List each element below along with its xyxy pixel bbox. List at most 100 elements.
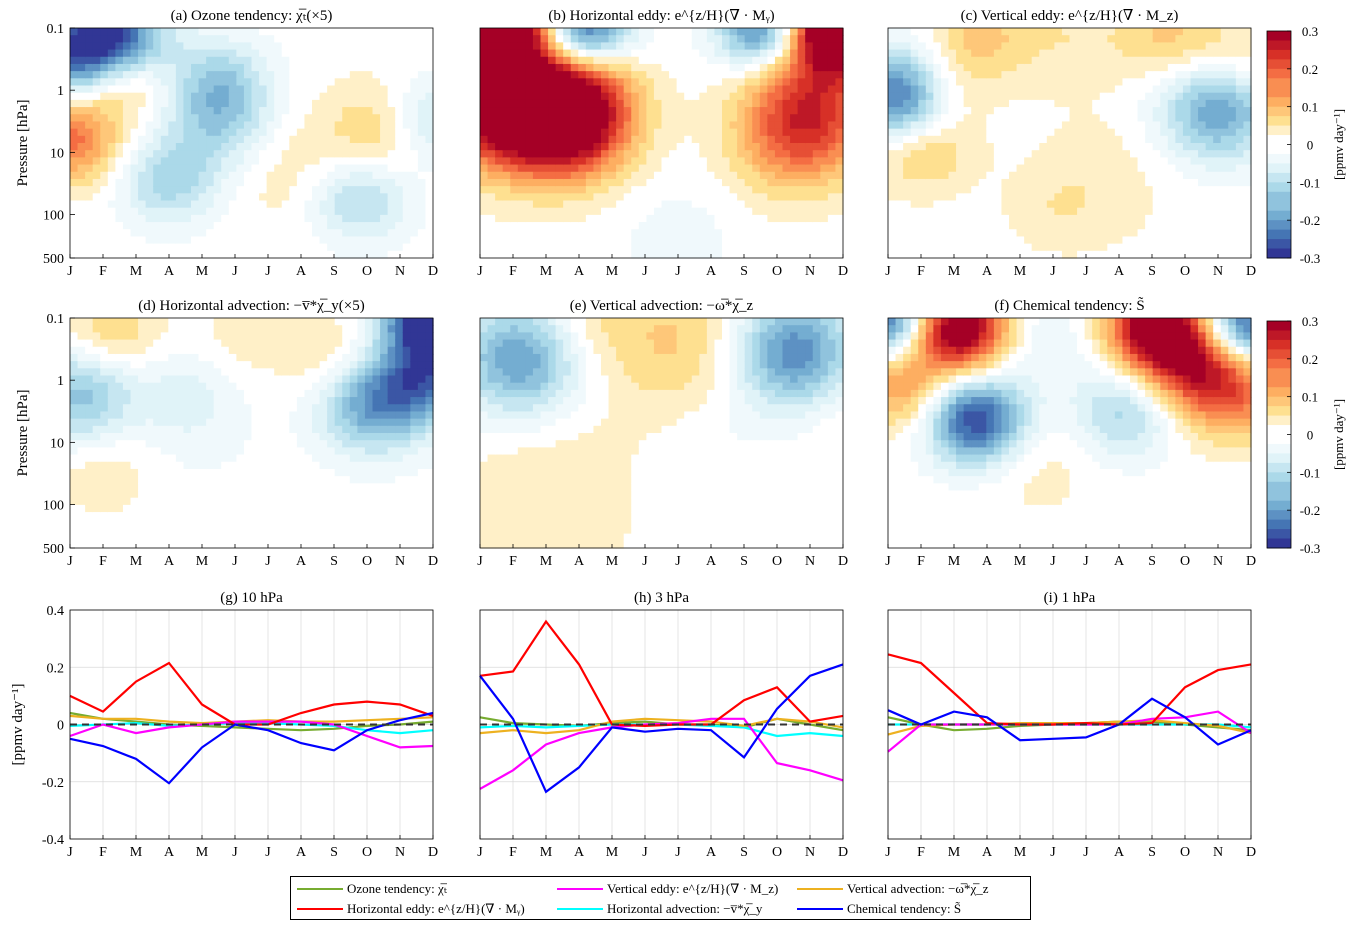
heatmap-cell	[691, 56, 700, 65]
heatmap-cell	[918, 157, 927, 166]
heatmap-cell	[895, 63, 904, 72]
heatmap-cell	[525, 207, 534, 216]
heatmap-cell	[425, 99, 434, 108]
heatmap-cell	[1243, 150, 1252, 158]
heatmap-cell	[327, 171, 336, 180]
heatmap-cell	[77, 418, 86, 427]
heatmap-cell	[191, 92, 200, 101]
heatmap-cell	[1190, 92, 1199, 101]
heatmap-cell	[357, 135, 366, 144]
heatmap-cell	[327, 229, 336, 238]
heatmap-cell	[304, 171, 313, 180]
heatmap-cell	[410, 193, 419, 202]
heatmap-cell	[971, 178, 980, 187]
heatmap-cell	[1167, 63, 1176, 72]
heatmap-cell	[653, 186, 663, 194]
heatmap-cell	[918, 229, 927, 238]
heatmap-cell	[1046, 121, 1055, 130]
heatmap-cell	[221, 250, 230, 259]
heatmap-cell	[304, 143, 313, 151]
heatmap-cell	[77, 490, 86, 499]
heatmap-cell	[312, 28, 321, 36]
heatmap-cell	[410, 85, 419, 94]
heatmap-cell	[729, 128, 738, 137]
heatmap-cell	[480, 171, 489, 180]
heatmap-cell	[555, 135, 564, 144]
heatmap-cell	[70, 404, 79, 413]
heatmap-cell	[70, 150, 79, 158]
heatmap-cell	[1031, 92, 1040, 101]
heatmap-cell	[744, 193, 753, 202]
heatmap-cell	[77, 519, 86, 528]
heatmap-cell	[729, 222, 738, 230]
heatmap-cell	[183, 178, 192, 187]
heatmap-cell	[243, 171, 253, 180]
heatmap-cell	[1054, 56, 1063, 65]
heatmap-cell	[259, 150, 268, 158]
heatmap-cell	[820, 178, 829, 187]
heatmap-cell	[646, 186, 655, 194]
heatmap-cell	[722, 207, 731, 216]
heatmap-cell	[925, 28, 934, 36]
heatmap-cell	[107, 229, 116, 238]
heatmap-cell	[699, 92, 708, 101]
heatmap-cell	[153, 85, 162, 94]
heatmap-cell	[206, 114, 215, 123]
heatmap-cell	[812, 157, 821, 166]
heatmap-cell	[540, 222, 549, 230]
heatmap-cell	[548, 42, 557, 51]
heatmap-cell	[925, 56, 934, 65]
heatmap-cell	[910, 222, 919, 230]
heatmap-cell	[1046, 207, 1055, 216]
heatmap-cell	[812, 42, 821, 51]
heatmap-cell	[92, 339, 101, 348]
heatmap-cell	[487, 56, 496, 65]
heatmap-cell	[903, 85, 912, 94]
heatmap-cell	[820, 42, 829, 51]
heatmap-cell	[266, 222, 275, 230]
heatmap-cell	[236, 214, 245, 223]
heatmap-cell	[1243, 193, 1252, 202]
heatmap-cell	[661, 28, 670, 36]
heatmap-cell	[92, 85, 101, 94]
heatmap-cell	[1069, 207, 1078, 216]
heatmap-cell	[387, 178, 396, 187]
heatmap-cell	[281, 42, 290, 51]
heatmap-cell	[206, 193, 215, 202]
heatmap-cell	[646, 236, 655, 245]
heatmap-cell	[312, 42, 321, 51]
heatmap-cell	[593, 143, 602, 151]
heatmap-cell	[1054, 92, 1063, 101]
heatmap-cell	[631, 99, 640, 108]
heatmap-cell	[517, 193, 526, 202]
heatmap-cell	[495, 236, 504, 245]
heatmap-cell	[1137, 222, 1146, 230]
heatmap-cell	[1145, 250, 1154, 259]
heatmap-cell	[115, 92, 124, 101]
heatmap-cell	[289, 135, 298, 144]
heatmap-cell	[820, 85, 829, 94]
heatmap-cell	[517, 28, 526, 36]
heatmap-cell	[661, 128, 670, 137]
panel-c-month-label-2: M	[948, 264, 961, 279]
heatmap-cell	[425, 28, 434, 36]
heatmap-cell	[160, 135, 169, 144]
heatmap-cell	[183, 200, 192, 209]
heatmap-cell	[495, 157, 504, 166]
heatmap-cell	[289, 71, 298, 79]
heatmap-cell	[92, 49, 101, 58]
heatmap-cell	[532, 243, 542, 252]
heatmap-cell	[510, 157, 519, 166]
heatmap-cell	[1160, 49, 1169, 58]
heatmap-cell	[1069, 222, 1078, 230]
heatmap-cell	[1077, 200, 1086, 209]
heatmap-cell	[699, 107, 708, 115]
heatmap-cell	[1243, 207, 1252, 216]
heatmap-cell	[563, 56, 572, 65]
heatmap-cell	[925, 193, 934, 202]
heatmap-cell	[790, 243, 799, 252]
heatmap-cell	[933, 207, 942, 216]
heatmap-cell	[334, 150, 343, 158]
heatmap-cell	[1099, 157, 1108, 166]
heatmap-cell	[130, 56, 139, 65]
